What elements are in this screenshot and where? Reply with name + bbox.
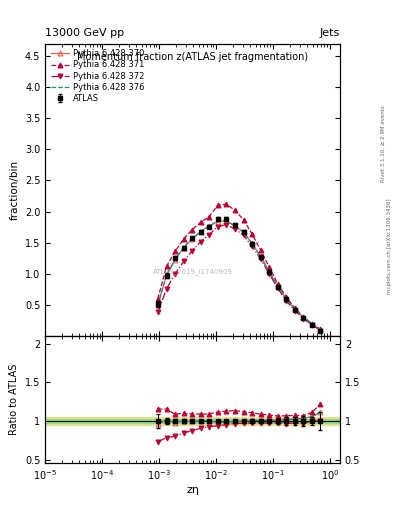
Pythia 6.428 371: [284, 294, 288, 300]
Pythia 6.428 370: [318, 327, 323, 333]
Pythia 6.428 372: [215, 224, 220, 230]
Pythia 6.428 371: [173, 248, 177, 254]
Bar: [45, 419, 340, 423]
Pythia 6.428 376: [310, 321, 314, 327]
Line: Pythia 6.428 371: Pythia 6.428 371: [155, 202, 323, 332]
Line: Pythia 6.428 370: Pythia 6.428 370: [155, 219, 323, 332]
Pythia 6.428 370: [190, 236, 195, 242]
Pythia 6.428 372: [190, 248, 195, 254]
X-axis label: zη: zη: [186, 485, 199, 495]
Pythia 6.428 376: [258, 253, 263, 260]
Text: Rivet 3.1.10, ≥ 2.9M events: Rivet 3.1.10, ≥ 2.9M events: [381, 105, 386, 182]
Pythia 6.428 372: [310, 322, 314, 328]
Text: mcplots.cern.ch [arXiv:1306.3436]: mcplots.cern.ch [arXiv:1306.3436]: [387, 198, 391, 293]
Pythia 6.428 371: [233, 207, 237, 214]
Pythia 6.428 371: [181, 236, 186, 242]
Pythia 6.428 370: [164, 272, 169, 278]
Pythia 6.428 376: [224, 218, 229, 224]
Text: 13000 GeV pp: 13000 GeV pp: [45, 28, 124, 38]
Pythia 6.428 371: [215, 202, 220, 208]
Pythia 6.428 372: [250, 243, 254, 249]
Pythia 6.428 370: [301, 314, 306, 321]
Pythia 6.428 372: [301, 315, 306, 322]
Pythia 6.428 376: [207, 223, 211, 229]
Pythia 6.428 371: [258, 247, 263, 253]
Pythia 6.428 372: [258, 256, 263, 262]
Pythia 6.428 371: [198, 219, 203, 225]
Pythia 6.428 371: [250, 231, 254, 237]
Pythia 6.428 370: [207, 223, 211, 229]
Pythia 6.428 371: [190, 227, 195, 233]
Pythia 6.428 370: [284, 296, 288, 302]
Pythia 6.428 372: [224, 222, 229, 228]
Pythia 6.428 372: [198, 239, 203, 245]
Pythia 6.428 372: [156, 309, 160, 315]
Pythia 6.428 376: [190, 236, 195, 242]
Pythia 6.428 370: [250, 240, 254, 246]
Pythia 6.428 372: [267, 271, 272, 277]
Y-axis label: Ratio to ATLAS: Ratio to ATLAS: [9, 364, 19, 435]
Pythia 6.428 371: [207, 214, 211, 220]
Pythia 6.428 371: [318, 326, 323, 332]
Pythia 6.428 376: [284, 296, 288, 302]
Pythia 6.428 376: [241, 229, 246, 235]
Y-axis label: fraction/bin: fraction/bin: [9, 160, 19, 220]
Line: Pythia 6.428 376: Pythia 6.428 376: [158, 221, 320, 330]
Pythia 6.428 372: [275, 285, 280, 291]
Pythia 6.428 376: [318, 327, 323, 333]
Pythia 6.428 376: [215, 218, 220, 224]
Pythia 6.428 371: [301, 314, 306, 320]
Pythia 6.428 371: [224, 201, 229, 207]
Pythia 6.428 372: [233, 226, 237, 232]
Pythia 6.428 370: [267, 268, 272, 274]
Pythia 6.428 371: [241, 217, 246, 223]
Pythia 6.428 371: [292, 305, 297, 311]
Line: Pythia 6.428 372: Pythia 6.428 372: [155, 222, 323, 333]
Pythia 6.428 370: [258, 253, 263, 260]
Pythia 6.428 376: [181, 244, 186, 250]
Pythia 6.428 371: [310, 321, 314, 327]
Text: ATLAS_2019_I1740909: ATLAS_2019_I1740909: [152, 268, 233, 275]
Pythia 6.428 370: [181, 245, 186, 251]
Pythia 6.428 376: [173, 257, 177, 263]
Pythia 6.428 372: [173, 271, 177, 277]
Pythia 6.428 376: [250, 240, 254, 246]
Pythia 6.428 370: [292, 306, 297, 312]
Pythia 6.428 372: [207, 231, 211, 238]
Text: Jets: Jets: [320, 28, 340, 38]
Pythia 6.428 370: [275, 283, 280, 289]
Pythia 6.428 370: [215, 219, 220, 225]
Pythia 6.428 376: [233, 223, 237, 229]
Pythia 6.428 370: [173, 257, 177, 263]
Pythia 6.428 376: [156, 302, 160, 308]
Pythia 6.428 372: [181, 259, 186, 265]
Pythia 6.428 370: [224, 218, 229, 224]
Pythia 6.428 376: [301, 314, 306, 321]
Pythia 6.428 372: [292, 308, 297, 314]
Text: Momentum fraction z(ATLAS jet fragmentation): Momentum fraction z(ATLAS jet fragmentat…: [77, 52, 308, 62]
Pythia 6.428 370: [198, 228, 203, 234]
Pythia 6.428 372: [318, 328, 323, 334]
Bar: [45, 417, 340, 425]
Pythia 6.428 371: [275, 281, 280, 287]
Pythia 6.428 372: [241, 232, 246, 239]
Pythia 6.428 372: [164, 286, 169, 292]
Legend: Pythia 6.428 370, Pythia 6.428 371, Pythia 6.428 372, Pythia 6.428 376, ATLAS: Pythia 6.428 370, Pythia 6.428 371, Pyth…: [50, 48, 146, 104]
Pythia 6.428 370: [233, 223, 237, 229]
Pythia 6.428 370: [310, 321, 314, 327]
Pythia 6.428 376: [292, 306, 297, 312]
Pythia 6.428 371: [267, 264, 272, 270]
Pythia 6.428 371: [156, 296, 160, 302]
Pythia 6.428 376: [275, 283, 280, 289]
Pythia 6.428 376: [267, 268, 272, 274]
Pythia 6.428 376: [198, 228, 203, 234]
Pythia 6.428 372: [284, 297, 288, 304]
Pythia 6.428 371: [164, 263, 169, 269]
Pythia 6.428 376: [164, 272, 169, 278]
Pythia 6.428 370: [156, 302, 160, 308]
Pythia 6.428 370: [241, 229, 246, 235]
